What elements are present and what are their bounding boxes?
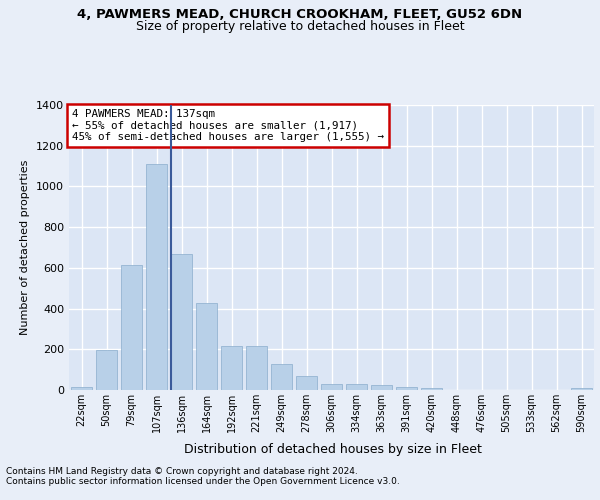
Bar (71, 387, 92, 390)
Bar (196, 304, 217, 390)
Bar (246, 346, 267, 390)
Bar (321, 384, 342, 390)
Bar (571, 388, 592, 390)
Bar (271, 364, 292, 390)
Bar (346, 384, 367, 390)
Bar (96, 350, 117, 390)
Text: Contains HM Land Registry data © Crown copyright and database right 2024.: Contains HM Land Registry data © Crown c… (6, 467, 358, 476)
Text: 4, PAWMERS MEAD, CHURCH CROOKHAM, FLEET, GU52 6DN: 4, PAWMERS MEAD, CHURCH CROOKHAM, FLEET,… (77, 8, 523, 20)
Bar (121, 265, 142, 390)
Bar (171, 254, 192, 390)
Bar (421, 388, 442, 390)
Y-axis label: Number of detached properties: Number of detached properties (20, 160, 31, 335)
Bar (146, 164, 167, 390)
Bar (371, 385, 392, 390)
Bar (296, 376, 317, 390)
Text: Contains public sector information licensed under the Open Government Licence v3: Contains public sector information licen… (6, 477, 400, 486)
Bar (396, 387, 417, 390)
Text: Distribution of detached houses by size in Fleet: Distribution of detached houses by size … (184, 442, 482, 456)
Text: Size of property relative to detached houses in Fleet: Size of property relative to detached ho… (136, 20, 464, 33)
Bar (221, 346, 242, 390)
Text: 4 PAWMERS MEAD: 137sqm
← 55% of detached houses are smaller (1,917)
45% of semi-: 4 PAWMERS MEAD: 137sqm ← 55% of detached… (71, 110, 383, 142)
